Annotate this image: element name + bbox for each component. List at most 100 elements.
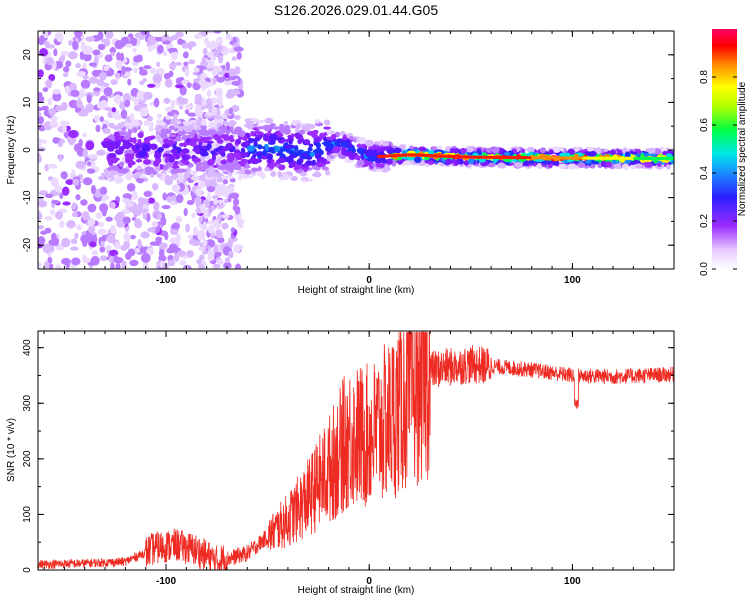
spectrogram-cell bbox=[140, 231, 150, 239]
spectrogram-cell bbox=[179, 104, 184, 110]
spectrogram-cell bbox=[228, 107, 233, 115]
spectrogram-cell bbox=[223, 120, 229, 127]
spectrogram-cell bbox=[206, 89, 212, 98]
spectrogram-cell bbox=[228, 119, 236, 127]
spectrogram-cell bbox=[117, 173, 124, 177]
snr-x-ticks: -100 0 100 bbox=[43, 331, 675, 587]
spectrogram-cell bbox=[178, 142, 185, 147]
spectrogram-cell bbox=[200, 128, 209, 136]
spectrogram-cell bbox=[136, 90, 146, 101]
spectrogram-cell bbox=[60, 171, 68, 180]
spectrogram-cell bbox=[287, 134, 293, 139]
spectrogram-cell bbox=[119, 101, 127, 110]
spectrogram-cell bbox=[586, 147, 594, 152]
spectrogram-cell bbox=[309, 151, 315, 157]
spectrogram-cell bbox=[152, 160, 160, 167]
spectrogram-cell bbox=[68, 99, 79, 109]
spectrogram-cell bbox=[233, 115, 241, 120]
spectrogram-cell bbox=[81, 211, 90, 221]
spectrogram-cell bbox=[301, 153, 308, 158]
spectrogram-cell bbox=[211, 151, 216, 156]
spectrogram-cell bbox=[114, 72, 121, 79]
spectrogram-cell bbox=[656, 162, 662, 167]
spectrogram-cell bbox=[159, 163, 164, 170]
spectrogram-cell bbox=[123, 72, 131, 77]
spectrogram-cell bbox=[108, 201, 116, 209]
spectrogram-cell bbox=[525, 147, 535, 152]
spectrogram-cell bbox=[221, 159, 227, 165]
spectrogram-cell bbox=[436, 145, 443, 150]
spectrogram-cell bbox=[159, 242, 168, 250]
spectrogram-cell bbox=[255, 151, 264, 157]
snr-y-ticks: 0 100 200 300 400 bbox=[22, 339, 674, 573]
spectrogram-cell bbox=[119, 52, 125, 62]
spectrogram-cell bbox=[107, 152, 117, 159]
spectrogram-cell bbox=[96, 149, 106, 156]
spectrogram-cell bbox=[214, 65, 222, 73]
spectrogram-y-tick-label: 20 bbox=[22, 49, 33, 61]
spectrogram-cell bbox=[38, 262, 42, 268]
spectrogram-cell bbox=[151, 182, 159, 191]
spectrogram-cell bbox=[514, 162, 523, 168]
spectrogram-cell bbox=[42, 244, 52, 249]
spectrogram-cell bbox=[68, 129, 78, 139]
spectrogram-cell bbox=[136, 165, 143, 171]
spectrogram-cell bbox=[235, 138, 242, 145]
spectrogram-cell bbox=[644, 152, 651, 157]
spectrogram-cell bbox=[223, 261, 232, 269]
spectrogram-cells bbox=[38, 31, 674, 269]
spectrogram-cell bbox=[649, 153, 657, 157]
snr-y-tick-label: 200 bbox=[22, 450, 33, 467]
spectrogram-cell bbox=[288, 139, 293, 145]
snr-y-axis-label: SNR (10 * v/v) bbox=[6, 418, 17, 482]
spectrogram-cell bbox=[590, 161, 600, 165]
spectrogram-cell bbox=[161, 205, 171, 210]
spectrogram-cell bbox=[296, 158, 303, 165]
spectrogram-cell bbox=[548, 149, 554, 155]
spectrogram-cell bbox=[146, 83, 156, 88]
spectrogram-cell bbox=[38, 153, 42, 163]
spectrogram-cell bbox=[208, 124, 215, 129]
spectrogram-cell bbox=[218, 126, 227, 131]
spectrogram-cell bbox=[216, 76, 225, 83]
spectrogram-cell bbox=[217, 150, 225, 155]
spectrogram-cell bbox=[229, 167, 234, 173]
spectrogram-cell bbox=[86, 94, 92, 104]
spectrogram-cell bbox=[109, 133, 114, 140]
spectrogram-cell bbox=[314, 118, 320, 124]
spectrogram-cell bbox=[332, 146, 342, 153]
snr-y-tick-label: 0 bbox=[22, 567, 33, 573]
spectrogram-cell bbox=[133, 104, 142, 112]
spectrogram-cell bbox=[205, 181, 212, 187]
spectrogram-cell bbox=[175, 84, 184, 89]
spectrogram-cell bbox=[137, 238, 142, 249]
spectrogram-cell bbox=[67, 51, 78, 60]
spectrogram-cell bbox=[316, 162, 325, 168]
spectrogram-cell bbox=[253, 140, 258, 147]
spectrogram-cell bbox=[468, 158, 475, 164]
spectrogram-cell bbox=[143, 65, 152, 70]
spectrogram-cell bbox=[155, 236, 163, 243]
spectrogram-cell bbox=[193, 67, 200, 73]
spectrogram-cell bbox=[207, 220, 213, 225]
spectrogram-cell bbox=[212, 31, 222, 34]
spectrogram-cell bbox=[82, 254, 87, 264]
spectrogram-cell bbox=[80, 234, 88, 243]
spectrogram-cell bbox=[211, 107, 218, 116]
spectrogram-cell bbox=[427, 160, 434, 166]
spectrogram-cell bbox=[609, 149, 617, 155]
spectrogram-cell bbox=[624, 151, 631, 158]
spectrogram-cell bbox=[153, 201, 160, 211]
spectrogram-cell bbox=[454, 159, 459, 165]
spectrogram-cell bbox=[312, 129, 319, 134]
spectrogram-cell bbox=[163, 72, 171, 80]
spectrogram-cell bbox=[194, 93, 201, 102]
spectrogram-cell bbox=[305, 160, 313, 165]
spectrogram-cell bbox=[285, 138, 290, 143]
spectrogram-cell bbox=[162, 192, 168, 201]
spectrogram-cell bbox=[536, 164, 542, 169]
spectrogram-cell bbox=[224, 80, 233, 86]
spectrogram-cell bbox=[170, 50, 178, 61]
spectrogram-cell bbox=[630, 163, 636, 170]
spectrogram-cell bbox=[139, 69, 148, 76]
